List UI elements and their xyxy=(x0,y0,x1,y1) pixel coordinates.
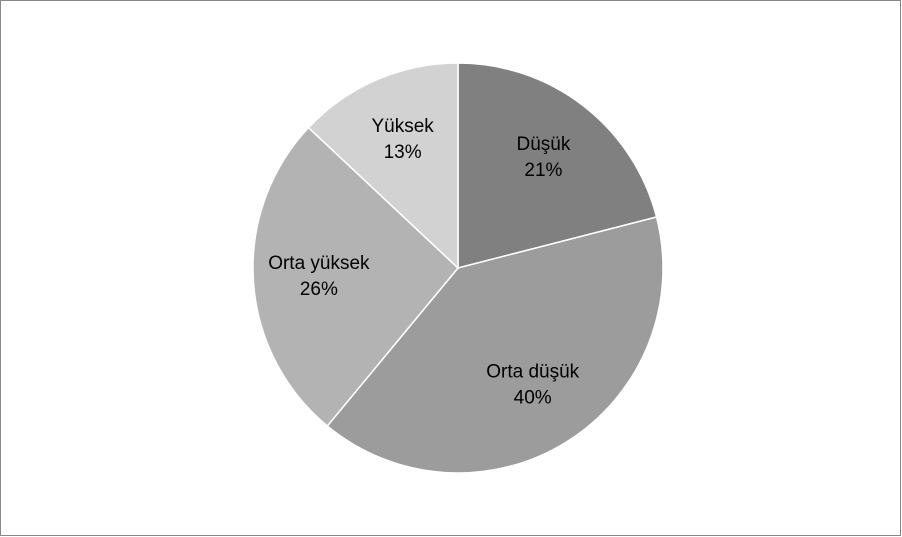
slice-label: Düşük xyxy=(517,134,571,155)
pie-slice xyxy=(252,126,460,428)
slice-label: Orta yüksek xyxy=(268,253,370,274)
pie-slice xyxy=(307,62,459,270)
value-label: 40% xyxy=(514,388,552,409)
slice-label: Yüksek xyxy=(371,116,434,137)
pie-slice xyxy=(457,62,658,269)
pie-slice xyxy=(326,216,664,474)
value-label: 13% xyxy=(384,142,422,163)
value-label: 26% xyxy=(300,279,338,300)
slice-label: Orta düşük xyxy=(486,362,579,383)
value-label: 21% xyxy=(524,160,562,181)
